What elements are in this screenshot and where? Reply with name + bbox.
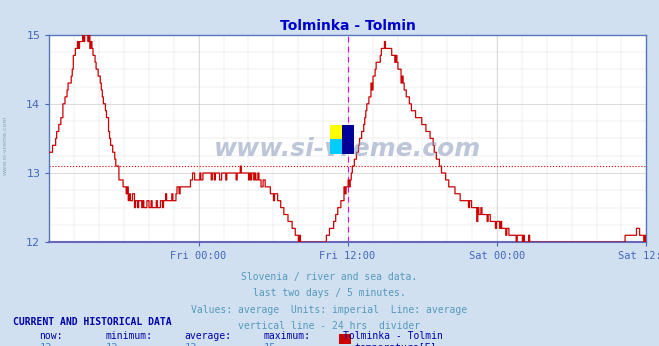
Bar [341,125,354,154]
Text: 13: 13 [185,343,197,346]
Text: vertical line - 24 hrs  divider: vertical line - 24 hrs divider [239,321,420,331]
Text: www.si-vreme.com: www.si-vreme.com [3,116,8,175]
Text: minimum:: minimum: [105,331,152,342]
Text: now:: now: [40,331,63,342]
Text: average:: average: [185,331,231,342]
Text: Values: average  Units: imperial  Line: average: Values: average Units: imperial Line: av… [191,305,468,315]
Text: 13: 13 [40,343,52,346]
Text: Slovenia / river and sea data.: Slovenia / river and sea data. [241,272,418,282]
Text: temperature[F]: temperature[F] [355,343,437,346]
Text: last two days / 5 minutes.: last two days / 5 minutes. [253,288,406,298]
Text: Tolminka - Tolmin: Tolminka - Tolmin [343,331,443,342]
Text: 15: 15 [264,343,276,346]
Bar [330,125,341,139]
Title: Tolminka - Tolmin: Tolminka - Tolmin [279,19,416,34]
Text: CURRENT AND HISTORICAL DATA: CURRENT AND HISTORICAL DATA [13,317,172,327]
Text: maximum:: maximum: [264,331,310,342]
Bar [330,139,341,154]
Text: www.si-vreme.com: www.si-vreme.com [214,137,481,161]
Text: 12: 12 [105,343,118,346]
